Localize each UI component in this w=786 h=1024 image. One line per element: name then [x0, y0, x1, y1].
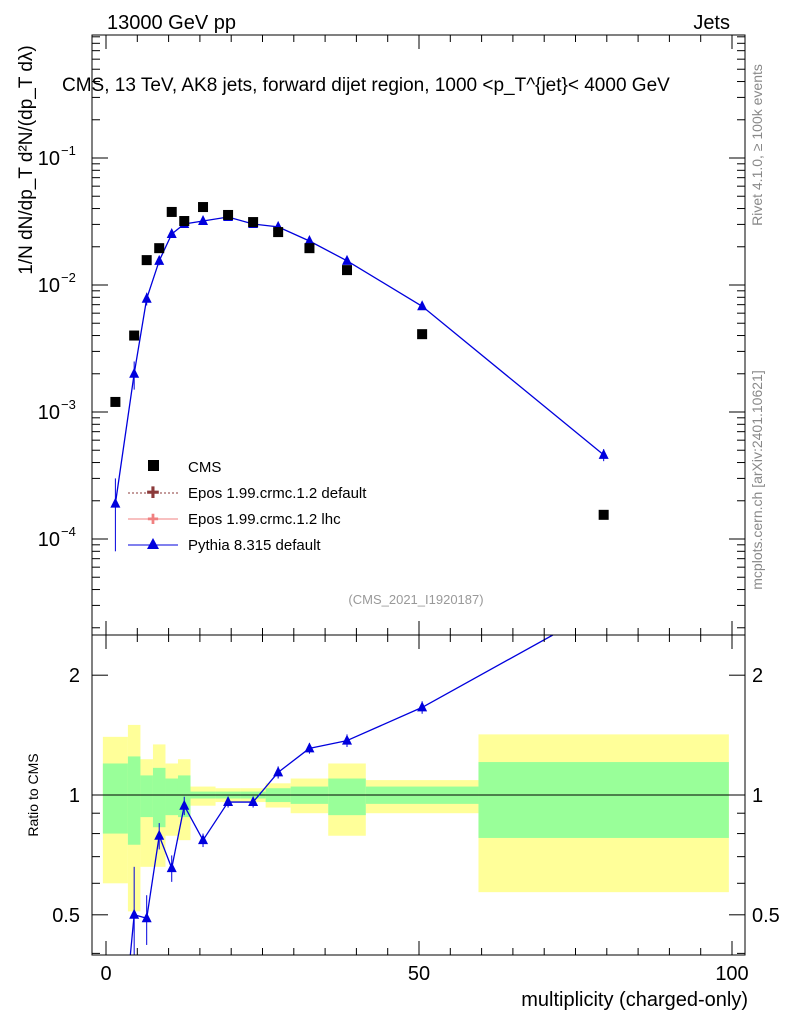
cms-point [110, 396, 121, 407]
pythia-ratio-point [342, 734, 353, 745]
cms-point [223, 209, 234, 220]
data-marks [110, 202, 609, 956]
cms-point [342, 265, 353, 276]
green-band-bin [165, 778, 178, 816]
pythia-ratio-point [304, 742, 315, 753]
cms-point [166, 206, 177, 217]
pythia-ratio-point [248, 796, 259, 807]
pythia-point [166, 228, 177, 239]
plot-title: CMS, 13 TeV, AK8 jets, forward dijet reg… [62, 75, 670, 96]
y-tick-label: 10 [38, 148, 60, 170]
green-band-bin [328, 778, 366, 816]
legend-epos-lhc-marker: ✚ [147, 511, 159, 527]
pythia-point [342, 254, 353, 265]
pythia-line [114, 216, 605, 504]
pythia-point [154, 254, 165, 265]
x-tick-label: 0 [100, 963, 111, 985]
ratio-y-tick-label-right: 2 [752, 665, 763, 687]
pythia-point [129, 367, 140, 378]
cms-point [598, 509, 609, 520]
pythia-ratio-segment [129, 914, 135, 956]
pythia-ratio-point [223, 796, 234, 807]
y-axis-label: 1/N dN/dp_T d²N/(dp_T dλ) [16, 45, 37, 275]
pythia-point [304, 235, 315, 246]
ratio-bands [92, 724, 745, 912]
ratio-y-tick-label: 2 [69, 665, 80, 687]
cms-point [141, 255, 152, 266]
y-tick-label: 10 [38, 402, 60, 424]
pythia-point [417, 300, 428, 311]
cms-point [129, 330, 140, 341]
y-tick-exponent: −1 [61, 143, 76, 158]
pythia-ratio-point [129, 908, 140, 919]
green-band-bin [127, 756, 141, 845]
x-tick-label: 100 [715, 963, 748, 985]
ratio-y-tick-label-right: 0.5 [752, 905, 780, 927]
cms-point [179, 216, 190, 227]
analysis-tag: (CMS_2021_I1920187) [348, 592, 483, 607]
pythia-ratio-point [417, 701, 428, 712]
legend-epos-lhc: Epos 1.99.crmc.1.2 lhc [188, 511, 341, 528]
cms-point [154, 243, 165, 254]
pythia-point [110, 497, 121, 508]
y-tick-label: 10 [38, 529, 60, 551]
green-band-bin [102, 763, 128, 834]
cms-point [273, 227, 284, 238]
green-band-bin [152, 767, 166, 828]
legend-cms: CMS [188, 459, 221, 476]
green-band-bin [140, 775, 153, 818]
legend-pythia: Pythia 8.315 default [188, 537, 321, 554]
y-tick-exponent: −3 [61, 397, 76, 412]
y-tick-exponent: −2 [61, 270, 76, 285]
ratio-y-tick-label: 1 [69, 785, 80, 807]
cms-point [304, 243, 315, 254]
pythia-point [141, 292, 152, 303]
pythia-ratio-segment [146, 835, 160, 919]
pythia-ratio-segment [252, 771, 279, 803]
cms-point [248, 217, 259, 228]
x-tick-label: 50 [408, 963, 430, 985]
pythia-point [598, 448, 609, 459]
pythia-ratio-segment [183, 805, 204, 841]
pythia-ratio-point [166, 862, 177, 873]
legend-epos-default-marker: ✚ [146, 485, 159, 502]
legend-cms-marker [148, 460, 159, 471]
header-left: 13000 GeV pp [107, 12, 236, 34]
y-tick-label: 10 [38, 275, 60, 297]
pythia-ratio-segment [202, 801, 229, 841]
pythia-ratio-point [273, 766, 284, 777]
rivet-version: Rivet 4.1.0, ≥ 100k events [749, 64, 765, 226]
pythia-ratio-point [198, 834, 209, 845]
legend-epos-default: Epos 1.99.crmc.1.2 default [188, 485, 367, 502]
cms-point [198, 202, 209, 213]
pythia-ratio-segment [277, 747, 310, 773]
pythia-point [198, 215, 209, 226]
ratio-y-tick-label: 0.5 [52, 905, 80, 927]
mcplots-credit: mcplots.cern.ch [arXiv:2401.10621] [749, 370, 765, 589]
pythia-ratio-point [179, 799, 190, 810]
green-band-bin [478, 762, 729, 838]
cms-point [417, 329, 428, 340]
y-tick-exponent: −4 [61, 524, 76, 539]
legend-pythia-marker [147, 538, 159, 549]
pythia-ratio-point [154, 829, 165, 840]
pythia-ratio-segment [421, 634, 554, 708]
pythia-ratio-segment [158, 835, 173, 869]
legend: CMS ✚ Epos 1.99.crmc.1.2 default ✚ Epos … [128, 459, 367, 554]
header-right: Jets [693, 12, 730, 34]
pythia-ratio-segment [346, 706, 423, 742]
ratio-y-label: Ratio to CMS [25, 753, 41, 836]
pythia-ratio-segment [171, 805, 185, 869]
x-axis-label: multiplicity (charged-only) [521, 989, 748, 1011]
ratio-y-tick-label-right: 1 [752, 785, 763, 807]
pythia-ratio-point [141, 912, 152, 923]
pythia-ratio-segment [309, 739, 348, 749]
